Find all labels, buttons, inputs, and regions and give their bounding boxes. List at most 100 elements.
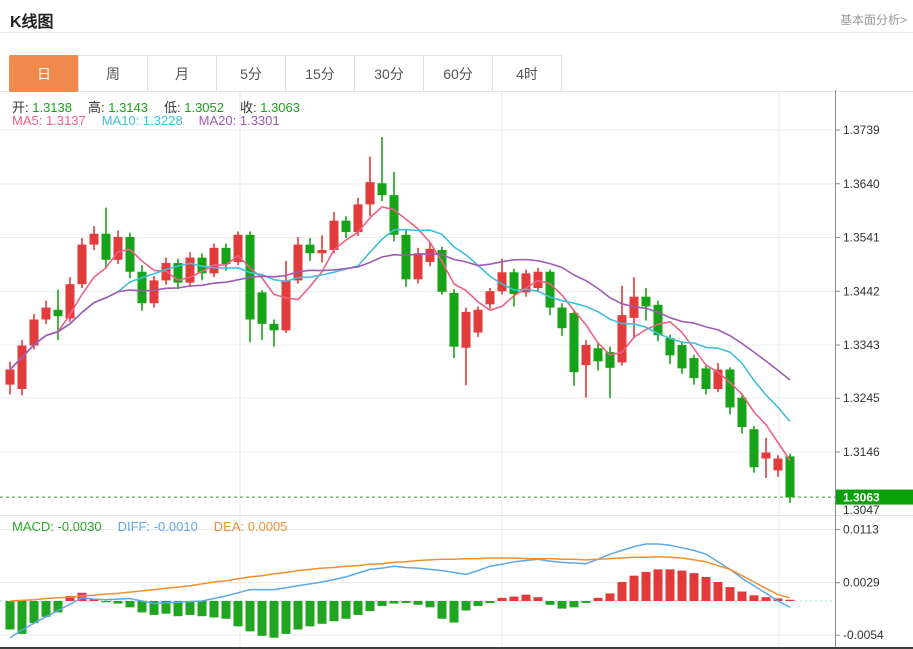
candle-body <box>113 236 123 260</box>
candle-body <box>5 369 15 385</box>
candle-body <box>125 236 135 272</box>
tab-period-2[interactable]: 月 <box>147 55 217 92</box>
candle-body <box>497 272 507 292</box>
macd-hist-bar <box>341 601 351 619</box>
macd-hist-bar <box>437 601 447 619</box>
macd-hist-bar <box>149 601 159 615</box>
tab-period-7[interactable]: 4时 <box>492 55 562 92</box>
candle-body <box>545 271 555 308</box>
candle-body <box>389 195 399 235</box>
candle-body <box>185 257 195 283</box>
macd-hist-bar <box>233 601 243 627</box>
macd-hist-bar <box>377 601 387 607</box>
tab-period-5[interactable]: 30分 <box>354 55 424 92</box>
candle-body <box>101 233 111 260</box>
tab-period-1[interactable]: 周 <box>78 55 148 92</box>
candle-body <box>773 458 783 471</box>
macd-panel[interactable]: 0.0113 0.0029 -0.0054 <box>0 515 913 649</box>
macd-hist-bar <box>689 573 699 601</box>
candle-body <box>737 397 747 428</box>
macd-hist-bar <box>665 569 675 601</box>
candlestick-panel[interactable]: 1.3739 1.3640 1.3541 1.3442 1.3343 1.3245 1.31… <box>0 90 913 515</box>
candle-body <box>485 291 495 305</box>
macd-hist-bar <box>125 601 135 608</box>
macd-hist-bar <box>173 601 183 617</box>
candle-body <box>665 337 675 356</box>
candle-body <box>341 220 351 233</box>
current-price-badge <box>836 489 913 505</box>
candle-body <box>41 307 51 320</box>
macd-hist-bar <box>53 601 63 613</box>
price-axis-label: 1.3245 <box>843 391 880 405</box>
macd-hist-bar <box>713 582 723 601</box>
macd-hist-bar <box>737 591 747 601</box>
candle-body <box>413 253 423 280</box>
candle-body <box>149 280 159 304</box>
macd-hist-bar <box>17 601 27 634</box>
macd-hist-bar <box>161 601 171 614</box>
price-axis-bottom-label: 1.3047 <box>843 503 880 515</box>
macd-hist-bar <box>221 601 231 619</box>
candle-body <box>425 248 435 262</box>
candle-body <box>269 323 279 331</box>
macd-hist-bar <box>137 601 147 613</box>
macd-axis-label: -0.0054 <box>843 628 884 642</box>
tab-period-0[interactable]: 日 <box>9 55 79 92</box>
macd-hist-bar <box>365 601 375 612</box>
macd-hist-bar <box>749 595 759 601</box>
candle-body <box>473 309 483 333</box>
header-divider <box>0 32 913 33</box>
candle-body <box>377 183 387 196</box>
candle-body <box>89 233 99 245</box>
candle-body <box>617 315 627 363</box>
macd-hist-bar <box>509 596 519 601</box>
candle-body <box>17 345 27 390</box>
price-axis-label: 1.3442 <box>843 284 880 298</box>
candle-body <box>521 273 531 293</box>
candle-body <box>209 247 219 274</box>
diff-line <box>9 543 791 639</box>
macd-hist-bar <box>701 576 711 601</box>
candle-body <box>305 244 315 254</box>
candle-body <box>65 284 75 319</box>
macd-hist-bar <box>473 601 483 607</box>
macd-hist-bar <box>497 597 507 601</box>
candle-body <box>329 220 339 251</box>
tab-period-3[interactable]: 5分 <box>216 55 286 92</box>
candle-body <box>257 292 267 324</box>
macd-hist-bar <box>113 601 123 604</box>
candle-body <box>749 429 759 468</box>
macd-hist-bar <box>425 601 435 608</box>
macd-hist-bar <box>629 575 639 601</box>
candle-body <box>293 244 303 281</box>
fundamental-analysis-link[interactable]: 基本面分析> <box>839 13 907 27</box>
macd-hist-bar <box>461 601 471 611</box>
macd-hist-bar <box>389 601 399 604</box>
macd-hist-bar <box>317 601 327 624</box>
price-axis-label: 1.3343 <box>843 338 880 352</box>
candle-body <box>509 272 519 294</box>
macd-hist-bar <box>581 601 591 603</box>
macd-hist-bar <box>785 599 795 601</box>
macd-hist-bar <box>533 597 543 601</box>
macd-hist-bar <box>281 601 291 634</box>
macd-hist-bar <box>77 592 87 601</box>
tab-period-4[interactable]: 15分 <box>285 55 355 92</box>
candle-body <box>581 345 591 366</box>
macd-hist-bar <box>245 601 255 632</box>
macd-hist-bar <box>593 597 603 601</box>
candle-body <box>653 304 663 336</box>
macd-hist-bar <box>269 601 279 638</box>
tab-period-6[interactable]: 60分 <box>423 55 493 92</box>
candle-body <box>461 311 471 348</box>
macd-hist-bar <box>521 594 531 601</box>
candle-body <box>725 369 735 408</box>
candle-body <box>677 345 687 369</box>
macd-hist-bar <box>605 593 615 601</box>
page-title: K线图 <box>10 14 54 31</box>
period-tabs: 日周月 5分 15分 30分 60分 4时 <box>9 55 562 92</box>
candle-body <box>353 204 363 233</box>
macd-hist-bar <box>557 601 567 609</box>
macd-hist-bar <box>305 601 315 627</box>
